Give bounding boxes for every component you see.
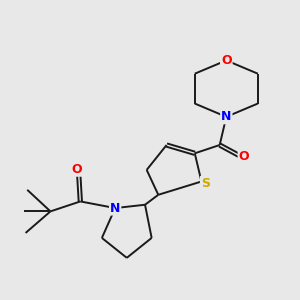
- Text: O: O: [238, 150, 249, 163]
- Text: N: N: [221, 110, 232, 123]
- Text: N: N: [110, 202, 120, 214]
- Text: O: O: [72, 163, 82, 176]
- Text: O: O: [221, 54, 232, 67]
- Text: S: S: [201, 177, 210, 190]
